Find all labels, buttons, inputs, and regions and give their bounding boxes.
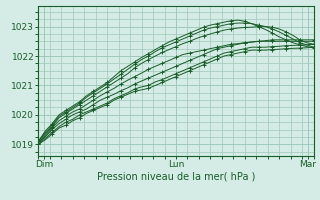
X-axis label: Pression niveau de la mer( hPa ): Pression niveau de la mer( hPa ) <box>97 172 255 182</box>
